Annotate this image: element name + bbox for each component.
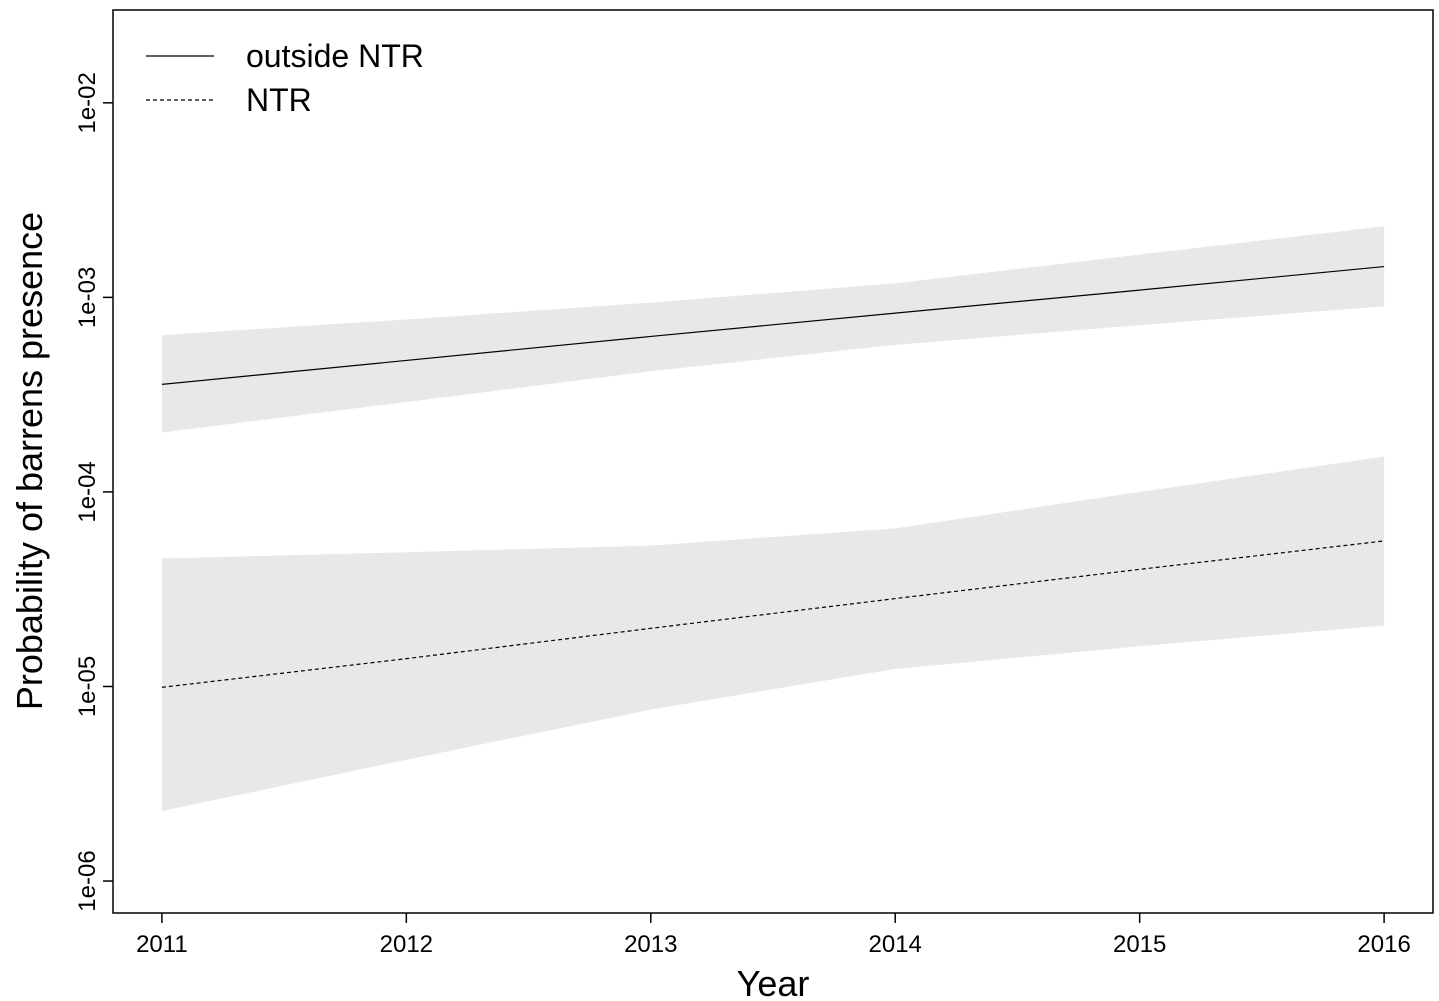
y-tick-label: 1e-04	[74, 461, 101, 522]
legend-label: outside NTR	[246, 38, 424, 74]
x-tick-label: 2015	[1113, 931, 1166, 958]
x-tick-label: 2011	[136, 931, 188, 958]
x-axis-title: Year	[737, 963, 810, 1001]
y-axis-title: Probability of barrens presence	[9, 212, 50, 710]
plot-frame	[112, 9, 1434, 914]
y-tick-label: 1e-06	[74, 850, 101, 911]
y-tick-label: 1e-02	[74, 72, 101, 133]
x-tick-label: 2016	[1357, 931, 1410, 958]
line	[161, 540, 1385, 688]
line	[161, 265, 1385, 386]
x-tick-label: 2014	[869, 931, 922, 958]
y-tick-label: 1e-03	[74, 267, 101, 328]
y-tick-label: 1e-05	[74, 656, 101, 717]
confidence-band	[161, 226, 1385, 433]
x-tick-label: 2013	[624, 931, 677, 958]
legend-label: NTR	[246, 82, 312, 118]
x-tick-label: 2012	[380, 931, 433, 958]
confidence-band	[161, 456, 1385, 812]
